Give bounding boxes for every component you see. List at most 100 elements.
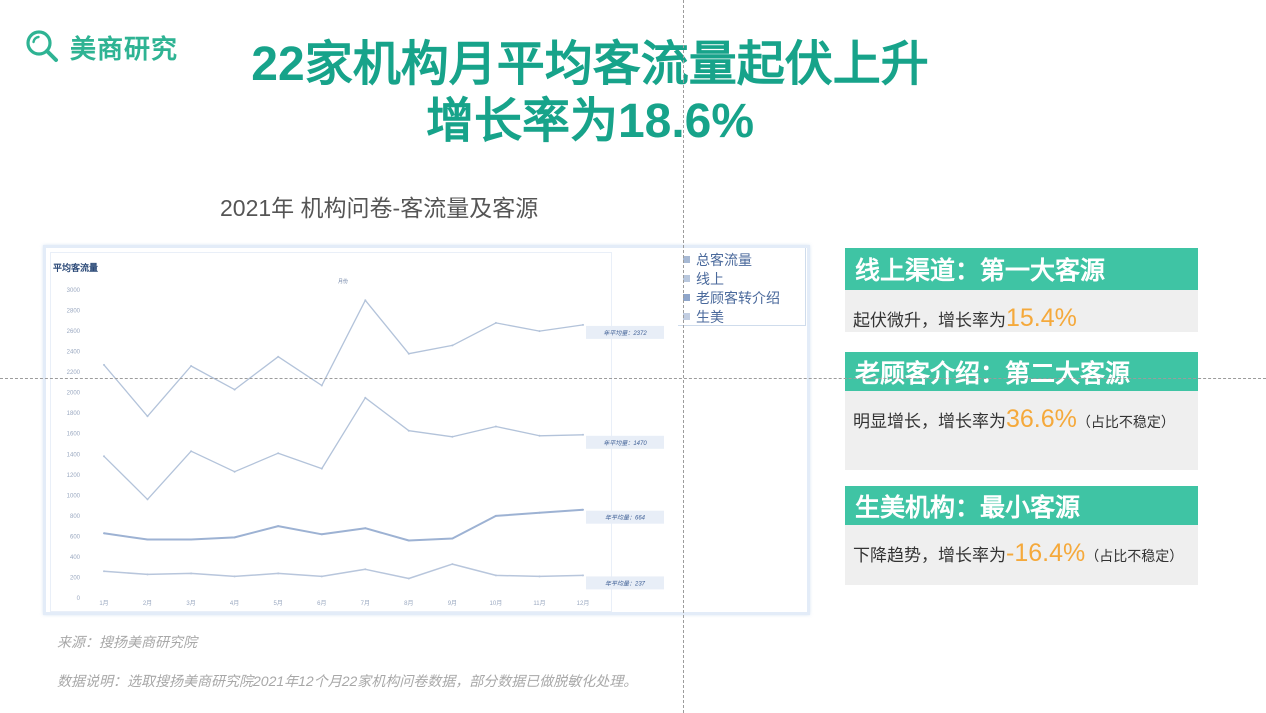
magnifier-icon: [26, 30, 58, 62]
card-note: （占比不稳定）: [1076, 414, 1175, 430]
series-2-point: [494, 425, 497, 428]
series-2-point: [146, 498, 149, 501]
series-4-point: [407, 577, 410, 580]
y-tick-label: 400: [70, 555, 81, 561]
series-2-point: [582, 433, 584, 436]
series-2-avg-label: 年平均量：1470: [603, 439, 647, 447]
slide-title: 22家机构月平均客流量起伏上升 增长率为18.6%: [190, 36, 990, 150]
x-tick-label: 2月: [143, 600, 152, 607]
series-2-point: [407, 429, 410, 432]
legend-label: 生美: [696, 308, 724, 325]
legend-marker: [683, 294, 690, 301]
card-online-header: 线上渠道：第一大客源: [845, 248, 1198, 290]
x-tick-label: 3月: [186, 600, 195, 607]
x-tick-label: 12月: [577, 600, 590, 607]
series-3-point: [494, 514, 497, 517]
series-1-point: [407, 352, 410, 355]
y-tick-label: 1600: [67, 432, 81, 438]
y-tick-label: 2000: [67, 391, 81, 397]
y-tick-label: 0: [77, 596, 81, 602]
series-1-avg-box: [586, 325, 664, 339]
growth-rate: 36.6%: [1006, 405, 1077, 433]
series-1-point: [320, 384, 323, 387]
series-4-point: [494, 574, 497, 577]
x-tick-label: 9月: [448, 600, 457, 607]
legend-label: 总客流量: [696, 251, 752, 268]
series-1-point: [233, 388, 236, 391]
series-3-point: [364, 527, 367, 530]
chart-subtitle: 2021年 机构问卷-客流量及客源: [220, 195, 539, 221]
y-tick-label: 1400: [67, 452, 81, 458]
series-3-point: [190, 538, 193, 541]
series-2-point: [364, 396, 367, 399]
y-tick-label: 200: [70, 576, 81, 582]
series-4-point: [103, 570, 105, 573]
series-4-point: [277, 572, 280, 575]
series-3-avg-label: 年平均量：664: [605, 514, 646, 522]
series-4-avg-label: 年平均量：237: [605, 579, 646, 587]
series-1-point: [494, 321, 497, 324]
series-3-point: [103, 532, 105, 535]
series-3-point: [538, 511, 541, 514]
y-tick-label: 2600: [67, 329, 81, 335]
slide-title-line-2: 增长率为18.6%: [425, 95, 755, 148]
series-1-line: [103, 299, 584, 417]
plot-area: [50, 252, 612, 612]
series-4-point: [190, 572, 193, 575]
series-3-point: [320, 533, 323, 536]
series-2-point: [190, 450, 193, 453]
growth-rate: -16.4%: [1006, 539, 1086, 567]
x-axis-title: 月份: [338, 278, 348, 285]
series-1-point: [538, 330, 541, 333]
x-tick-label: 10月: [490, 600, 503, 607]
legend-item: 总客流量: [678, 250, 805, 269]
card-note: （占比不稳定）: [1085, 548, 1184, 564]
slide-title-line-1: 22家机构月平均客流量起伏上升: [251, 38, 929, 91]
legend-item: 线上: [678, 269, 805, 288]
legend-marker: [683, 275, 690, 282]
y-tick-label: 1200: [67, 473, 81, 479]
y-tick-label: 600: [70, 534, 81, 540]
series-2-point: [103, 455, 105, 458]
series-2-avg-box: [586, 435, 664, 449]
chart-title: 平均客流量: [53, 262, 98, 273]
series-2-point: [233, 470, 236, 473]
y-tick-label: 2800: [67, 309, 81, 315]
series-3-avg-box: [586, 510, 664, 524]
y-tick-label: 3000: [67, 288, 81, 294]
y-tick-label: 2200: [67, 370, 81, 376]
card-description: 下降趋势，增长率为: [853, 546, 1006, 565]
legend-item: 老顾客转介绍: [678, 288, 805, 307]
series-3-point: [407, 539, 410, 542]
series-1-point: [582, 323, 584, 326]
series-1-point: [190, 365, 193, 367]
legend-item: 生美: [678, 307, 805, 326]
x-tick-label: 6月: [317, 600, 326, 607]
series-3-point: [146, 538, 149, 541]
series-2-point: [320, 467, 323, 470]
card-shengmei-header: 生美机构：最小客源: [845, 486, 1198, 525]
series-4-point: [451, 563, 454, 566]
legend-marker: [683, 256, 690, 263]
series-4-point: [233, 575, 236, 578]
y-tick-label: 1800: [67, 411, 81, 417]
series-1-point: [451, 344, 454, 347]
x-tick-label: 4月: [230, 600, 239, 607]
series-3-point: [233, 536, 236, 539]
legend-label: 老顾客转介绍: [696, 289, 780, 306]
card-online-body: 起伏微升，增长率为15.4%: [845, 290, 1198, 332]
x-tick-label: 7月: [361, 600, 370, 607]
chart-legend: 总客流量 线上 老顾客转介绍 生美: [678, 248, 806, 326]
series-3-point: [451, 537, 454, 540]
card-referral-header: 老顾客介绍：第二大客源: [845, 352, 1198, 391]
legend-label: 线上: [696, 270, 724, 287]
legend-marker: [683, 313, 690, 320]
series-2-point: [538, 434, 541, 437]
series-4-point: [364, 568, 367, 571]
series-4-avg-box: [586, 576, 664, 590]
x-tick-label: 11月: [533, 600, 545, 607]
series-3-point: [582, 508, 584, 511]
series-4-point: [320, 575, 323, 578]
series-4-line: [103, 563, 584, 580]
